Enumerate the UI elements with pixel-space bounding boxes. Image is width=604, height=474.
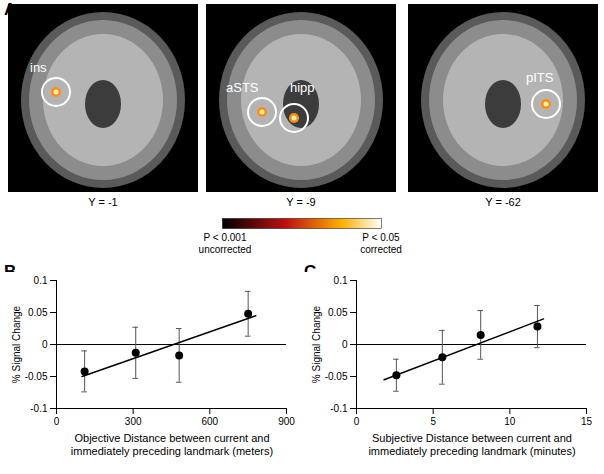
svg-text:-0.05: -0.05 bbox=[325, 371, 348, 382]
html-text:Y = -62: Y = -62 bbox=[485, 196, 521, 208]
html-text:C: C bbox=[304, 262, 317, 281]
html-text:uncorrected: uncorrected bbox=[198, 244, 252, 255]
svg-text:0: 0 bbox=[354, 416, 360, 427]
svg-text:0.1: 0.1 bbox=[334, 275, 348, 286]
svg-text:300: 300 bbox=[125, 416, 142, 427]
html-text:Y = -9: Y = -9 bbox=[286, 196, 316, 208]
svg-text:0.05: 0.05 bbox=[28, 307, 48, 318]
svg-text:15: 15 bbox=[581, 416, 593, 427]
svg-text:0: 0 bbox=[42, 339, 48, 350]
svg-text:10: 10 bbox=[504, 416, 516, 427]
svg-text:0: 0 bbox=[54, 416, 60, 427]
svg-text:600: 600 bbox=[201, 416, 218, 427]
svg-text:ins: ins bbox=[30, 60, 47, 75]
svg-text:% Signal Change: % Signal Change bbox=[311, 305, 322, 383]
html-text:Objective Distance between cur: Objective Distance between current and i… bbox=[70, 432, 274, 457]
html-text:Y = -1: Y = -1 bbox=[88, 196, 118, 208]
svg-text:% Signal Change: % Signal Change bbox=[11, 305, 22, 383]
svg-text:hipp: hipp bbox=[290, 80, 315, 95]
html-text:B: B bbox=[4, 262, 17, 281]
svg-text:0.05: 0.05 bbox=[328, 307, 348, 318]
svg-text:pITS: pITS bbox=[526, 70, 554, 85]
svg-text:-0.05: -0.05 bbox=[25, 371, 48, 382]
html-text:corrected: corrected bbox=[360, 244, 402, 255]
svg-text:aSTS: aSTS bbox=[226, 80, 259, 95]
html-text:Subjective Distance between cu: Subjective Distance between current and … bbox=[368, 432, 576, 457]
svg-text:900: 900 bbox=[278, 416, 295, 427]
svg-text:0: 0 bbox=[342, 339, 348, 350]
svg-text:-0.1: -0.1 bbox=[30, 403, 48, 414]
html-text:P < 0.05: P < 0.05 bbox=[362, 232, 400, 243]
html-text:A: A bbox=[4, 0, 17, 19]
svg-text:0.1: 0.1 bbox=[34, 275, 48, 286]
svg-text:5: 5 bbox=[430, 416, 436, 427]
svg-text:-0.1: -0.1 bbox=[330, 403, 348, 414]
html-text:P < 0.001: P < 0.001 bbox=[203, 232, 247, 243]
